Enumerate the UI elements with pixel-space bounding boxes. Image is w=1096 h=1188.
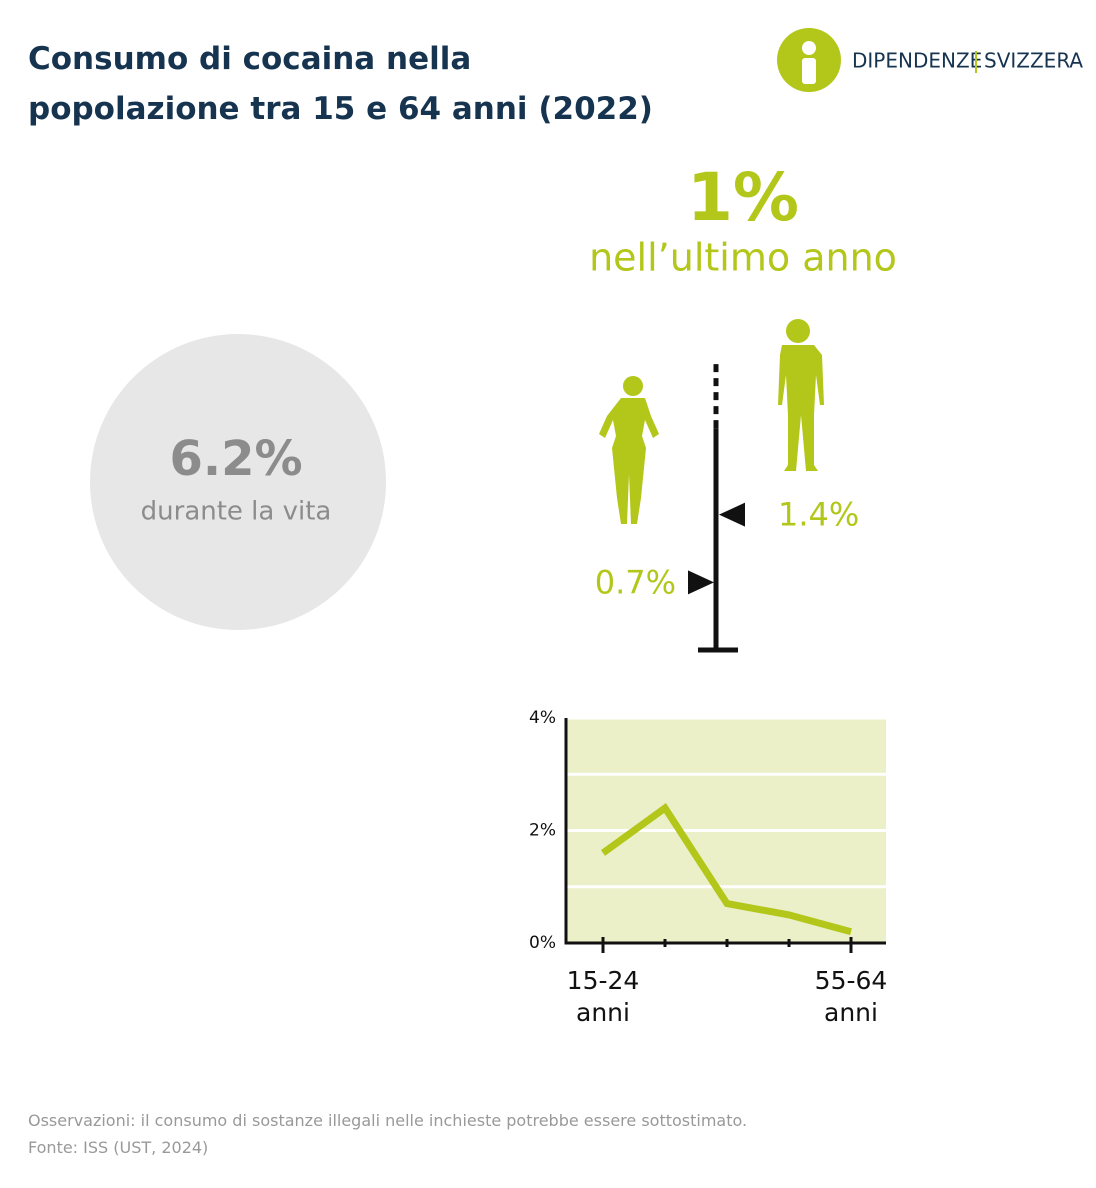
- woman-icon: [599, 376, 659, 524]
- marker: [719, 502, 745, 527]
- man-icon: [778, 319, 824, 471]
- marker: [688, 570, 714, 595]
- y-tick-label: 4%: [529, 708, 556, 728]
- logo: DIPENDENZE SVIZZERA: [777, 28, 1083, 92]
- stat-value: 6.2%: [169, 431, 302, 487]
- y-tick-label: 0%: [529, 933, 556, 953]
- logo-bar: [802, 58, 816, 84]
- line: [600, 803, 852, 936]
- stat-value: 1%: [687, 159, 799, 236]
- note: Osservazioni: il consumo di sostanze ill…: [28, 1111, 748, 1130]
- marker-label: 0.7%: [595, 563, 676, 601]
- x-tick-label: 55-64 anni: [814, 966, 888, 1027]
- title: Consumo di cocaina nella popolazione tra…: [28, 41, 653, 127]
- marker-label: 1.4%: [778, 496, 859, 534]
- logo-text: SVIZZERA: [984, 49, 1083, 73]
- source: Fonte: ISS (UST, 2024): [28, 1138, 209, 1157]
- logo-text: DIPENDENZE: [852, 49, 982, 73]
- y-tick-label: 2%: [529, 821, 556, 841]
- x-tick-label: 15-24 anni: [566, 966, 640, 1027]
- stat-caption: nell’ultimo anno: [589, 236, 897, 280]
- logo-sep: [975, 51, 977, 73]
- logo-dot: [802, 41, 816, 55]
- stat-circle: [90, 334, 386, 630]
- stat-caption: durante la vita: [141, 497, 332, 527]
